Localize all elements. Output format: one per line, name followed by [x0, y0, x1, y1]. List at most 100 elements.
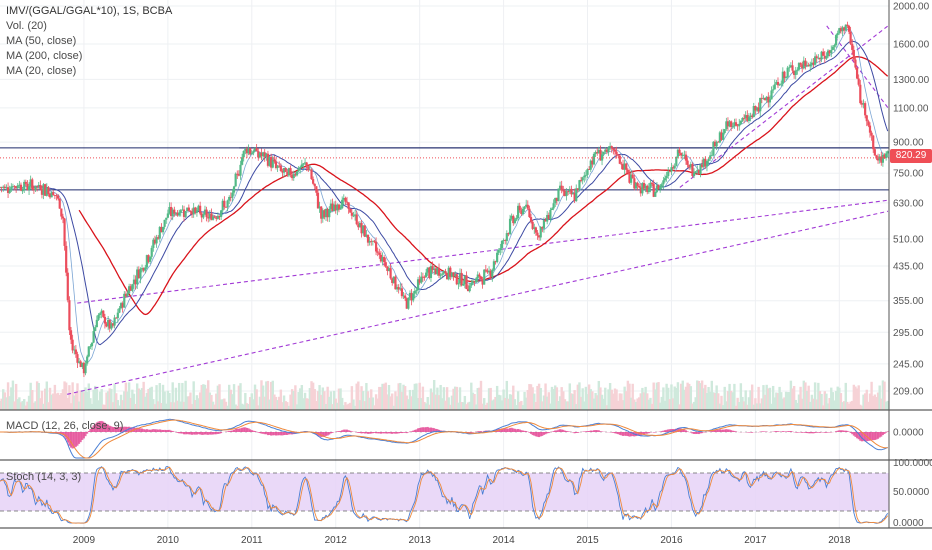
candle-body [881, 154, 884, 163]
macd-hist-bar [862, 432, 865, 442]
volume-bar [694, 397, 697, 410]
candle-body [152, 239, 155, 248]
volume-bar [236, 405, 239, 410]
volume-bar [849, 401, 852, 410]
legend-vol[interactable]: Vol. (20) [6, 20, 47, 32]
volume-bar [284, 401, 287, 410]
candle-body [284, 167, 287, 172]
volume-bar [48, 387, 52, 410]
macd-hist-bar [150, 429, 153, 432]
volume-bar [131, 389, 134, 410]
candle-body [634, 182, 638, 189]
volume-bar [560, 387, 563, 410]
candle-body [5, 187, 8, 189]
legend-ma20[interactable]: MA (20, close) [6, 65, 77, 77]
volume-bar [61, 389, 65, 410]
macd-hist-bar [171, 430, 174, 432]
candle-body [416, 279, 420, 291]
volume-bar [449, 404, 452, 410]
macd-hist-bar [781, 431, 784, 432]
macd-hist-bar [373, 432, 376, 433]
candle-body [110, 323, 113, 329]
macd-hist-bar [856, 432, 859, 439]
symbol-title[interactable]: IMV/(GGAL/GGAL*10), 1S, BCBA [6, 5, 173, 17]
volume-bar [426, 397, 429, 410]
volume-bar [736, 397, 739, 410]
candle-body [554, 197, 557, 204]
macd-hist-bar [483, 430, 486, 432]
volume-bar [481, 403, 484, 410]
candle-body [249, 148, 252, 155]
volume-bar [810, 394, 814, 410]
candle-body [286, 171, 289, 176]
macd-hist-bar [100, 420, 103, 432]
volume-bar [192, 381, 195, 410]
stoch-title[interactable]: Stoch (14, 3, 3) [6, 471, 82, 483]
macd-title[interactable]: MACD (12, 26, close, 9) [6, 420, 124, 432]
macd-hist-bar [731, 430, 734, 432]
candle-body [55, 195, 58, 197]
volume-bar [468, 401, 471, 410]
candle-body [282, 167, 286, 173]
volume-bar [812, 398, 815, 410]
legend-ma50[interactable]: MA (50, close) [6, 35, 77, 47]
volume-bar [410, 396, 413, 410]
candle-body [670, 167, 673, 172]
volume-bar [71, 382, 74, 410]
macd-hist-bar [396, 432, 399, 434]
macd-hist-bar [726, 429, 729, 432]
candle-body [336, 204, 339, 211]
volume-bar [563, 399, 567, 410]
candle-body [584, 174, 588, 176]
volume-bar [644, 386, 647, 410]
macd-hist-bar [681, 429, 684, 432]
volume-bar [358, 400, 362, 410]
volume-bar [313, 389, 316, 410]
candle-body [746, 115, 749, 121]
candle-body [730, 121, 733, 128]
candle-body [408, 292, 412, 298]
candle-body [21, 190, 24, 192]
time-tick-label: 2016 [660, 535, 683, 546]
macd-hist-bar [479, 431, 482, 432]
macd-hist-bar [615, 432, 618, 434]
volume-bar [237, 385, 241, 410]
candle-body [323, 210, 326, 218]
candle-body [623, 163, 626, 170]
candle-body [65, 245, 68, 273]
macd-hist-bar [517, 429, 520, 432]
volume-bar [416, 397, 420, 410]
candle-body [671, 167, 675, 169]
volume-bar [232, 384, 236, 410]
macd-hist-bar [849, 432, 852, 433]
candle-body [578, 180, 581, 190]
volume-bar [429, 388, 433, 410]
legend-ma200[interactable]: MA (200, close) [6, 50, 83, 62]
volume-bar [521, 405, 525, 410]
volume-bar [507, 398, 510, 410]
macd-hist-bar [699, 432, 702, 434]
volume-bar [520, 400, 523, 410]
candle-body [602, 151, 605, 155]
candle-body [772, 89, 775, 91]
macd-hist-bar [584, 431, 587, 432]
candle-body [481, 279, 484, 285]
volume-bar [652, 382, 655, 410]
candle-body [770, 90, 773, 100]
candle-body [163, 219, 166, 227]
volume-bar [18, 397, 21, 410]
macd-hist-bar [357, 432, 360, 433]
candle-body [142, 267, 145, 271]
macd-hist-bar [478, 431, 481, 432]
macd-hist-bar [245, 427, 248, 432]
macd-hist-bar [860, 432, 863, 442]
volume-bar [60, 393, 63, 410]
volume-bar [728, 383, 731, 410]
candle-body [341, 199, 344, 209]
candle-body [153, 239, 157, 244]
volume-bar [197, 398, 200, 410]
macd-hist-bar [565, 430, 568, 432]
last-price-badge: 820.29 [890, 149, 932, 163]
volume-bar [696, 380, 699, 410]
macd-hist-bar [123, 426, 126, 432]
